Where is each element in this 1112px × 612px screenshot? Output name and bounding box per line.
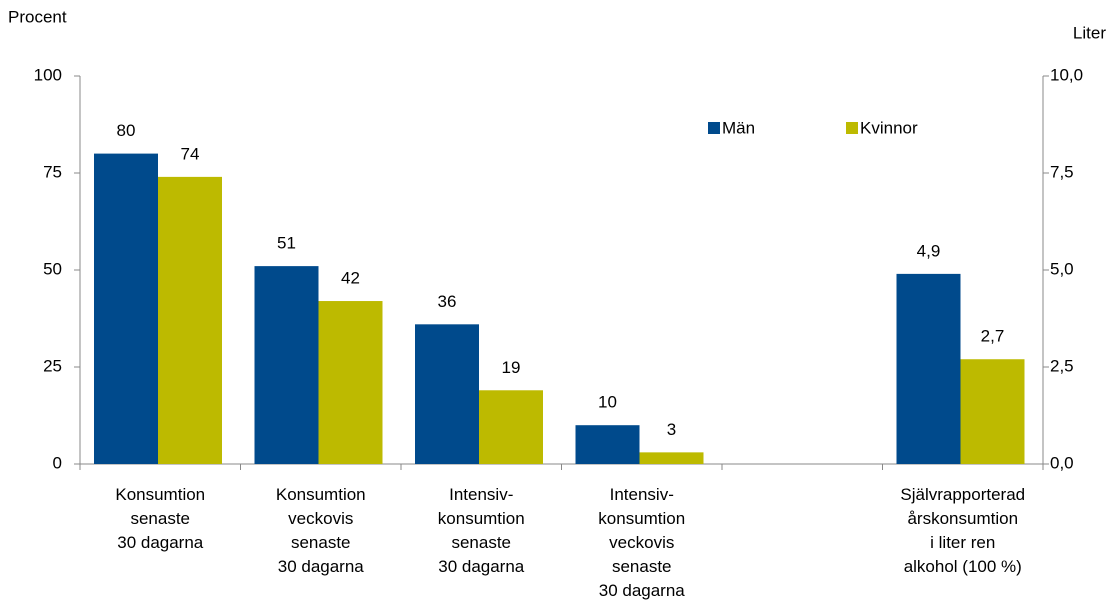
bar — [415, 324, 479, 464]
value-label: 74 — [181, 144, 200, 163]
bar — [158, 176, 222, 464]
value-label: 19 — [502, 358, 521, 377]
x-tick-label: Självrapporterad årskonsumtion i liter ren… — [900, 485, 1025, 576]
x-tick-label: Intensiv-konsumtion senaste 30 dagarna — [438, 485, 525, 576]
bar — [639, 452, 704, 464]
y2-tick-label: 5,0 — [1050, 259, 1074, 278]
y2-tick-label: 2,5 — [1050, 356, 1074, 375]
y-axis-title: Procent — [8, 7, 67, 26]
value-label: 10 — [598, 393, 617, 412]
y-tick-label: 25 — [43, 356, 62, 375]
value-label: 80 — [117, 121, 136, 140]
legend-label: Kvinnor — [860, 118, 918, 137]
bar — [896, 273, 961, 464]
legend-swatch — [708, 122, 720, 134]
value-label: 36 — [438, 292, 457, 311]
x-tick-label: Intensiv-konsumtion veckovis senaste 30 dag… — [598, 485, 685, 600]
value-label: 3 — [667, 420, 676, 439]
bar — [575, 425, 640, 464]
bar — [94, 153, 158, 464]
y2-tick-label: 10,0 — [1050, 65, 1083, 84]
bar — [960, 359, 1025, 464]
legend-swatch — [846, 122, 858, 134]
x-tick-label: Konsumtion senaste 30 dagarna — [115, 485, 205, 552]
y-tick-label: 0 — [53, 453, 62, 472]
y2-tick-label: 7,5 — [1050, 162, 1074, 181]
y-tick-label: 50 — [43, 259, 62, 278]
x-tick-label: Konsumtion veckovis senaste 30 dagarna — [276, 485, 366, 576]
value-label: 2,7 — [981, 327, 1005, 346]
y2-axis-title: Liter — [1073, 23, 1106, 42]
legend-label: Män — [722, 118, 755, 137]
y-tick-label: 75 — [43, 162, 62, 181]
value-label: 51 — [277, 234, 296, 253]
y2-tick-label: 0,0 — [1050, 453, 1074, 472]
bar — [318, 301, 383, 464]
y-tick-label: 100 — [34, 65, 62, 84]
value-label: 42 — [341, 269, 360, 288]
bar — [254, 266, 319, 464]
value-label: 4,9 — [917, 241, 941, 260]
bar — [479, 390, 543, 464]
